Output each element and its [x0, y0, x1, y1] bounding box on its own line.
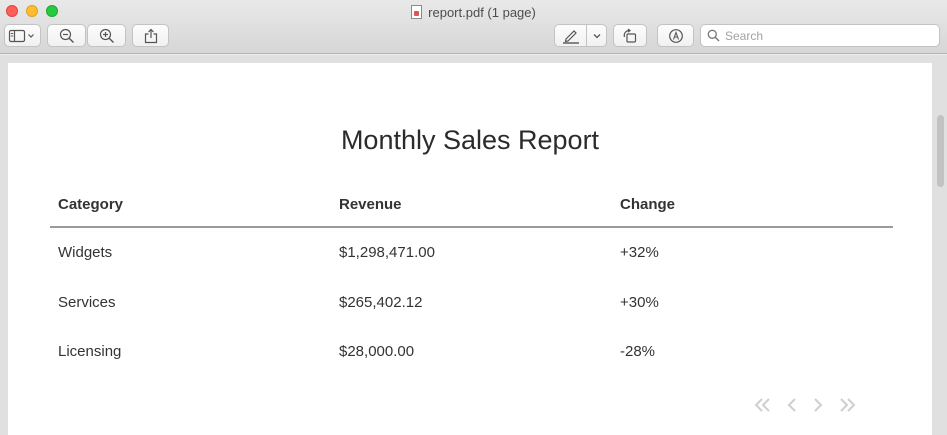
window-title-text: report.pdf (1 page) — [428, 4, 536, 20]
prev-page-icon[interactable] — [785, 397, 799, 418]
cell-revenue: $28,000.00 — [339, 343, 415, 360]
header-change: Change — [620, 196, 676, 213]
zoom-in-icon — [99, 28, 114, 43]
markup-menu-segment[interactable] — [587, 25, 606, 46]
cell-category: Widgets — [58, 244, 113, 261]
document-viewport[interactable]: Monthly Sales Report Category Revenue Ch… — [0, 55, 947, 435]
share-icon — [144, 28, 157, 43]
page-navigation — [753, 397, 857, 418]
search-icon — [707, 29, 720, 42]
markup-button[interactable] — [554, 24, 607, 47]
search-field[interactable] — [700, 24, 940, 47]
zoom-out-button[interactable] — [47, 24, 86, 47]
toolbar: report.pdf (1 page) — [0, 0, 947, 54]
markup-pen-segment[interactable] — [555, 25, 586, 46]
vertical-scrollbar[interactable] — [937, 115, 944, 187]
minimize-window-button[interactable] — [26, 5, 38, 17]
table-row: Widgets $1,298,471.00 +32% — [50, 228, 893, 278]
cell-category: Services — [58, 293, 116, 311]
markup-circle-icon — [668, 28, 683, 43]
header-revenue: Revenue — [339, 196, 402, 213]
last-page-icon[interactable] — [837, 397, 857, 418]
markup-divider — [586, 25, 588, 46]
share-button[interactable] — [132, 24, 169, 47]
table-row: Licensing $28,000.00 -28% — [50, 327, 893, 377]
first-page-icon[interactable] — [753, 397, 773, 418]
table-row: Services $265,402.12 +30% — [50, 278, 893, 328]
rotate-button[interactable] — [613, 24, 647, 47]
next-page-icon[interactable] — [811, 397, 825, 418]
header-category: Category — [58, 196, 124, 213]
cell-category: Licensing — [58, 343, 122, 360]
annotate-button[interactable] — [657, 24, 694, 47]
sidebar-icon — [8, 29, 34, 42]
cell-revenue: $1,298,471.00 — [339, 244, 435, 261]
pdf-page: Monthly Sales Report Category Revenue Ch… — [8, 63, 932, 435]
sidebar-toggle-button[interactable] — [4, 24, 41, 47]
zoom-in-button[interactable] — [87, 24, 126, 47]
search-input[interactable] — [725, 28, 925, 43]
cell-change: +32% — [620, 244, 659, 261]
rotate-icon — [623, 28, 637, 43]
window-title: report.pdf (1 page) — [0, 2, 947, 22]
maximize-window-button[interactable] — [46, 5, 58, 17]
chevron-down-icon — [593, 33, 601, 38]
sales-table: Category Revenue Change Widgets $1,298,4… — [50, 189, 893, 377]
pen-icon — [562, 29, 579, 44]
table-header: Category Revenue Change — [50, 189, 893, 228]
cell-revenue: $265,402.12 — [339, 293, 423, 311]
close-window-button[interactable] — [6, 5, 18, 17]
pdf-document-icon — [411, 5, 423, 19]
report-title: Monthly Sales Report — [340, 125, 600, 155]
window-controls — [6, 5, 58, 17]
zoom-out-icon — [59, 28, 74, 43]
cell-change: -28% — [620, 343, 656, 360]
cell-change: +30% — [620, 293, 659, 311]
